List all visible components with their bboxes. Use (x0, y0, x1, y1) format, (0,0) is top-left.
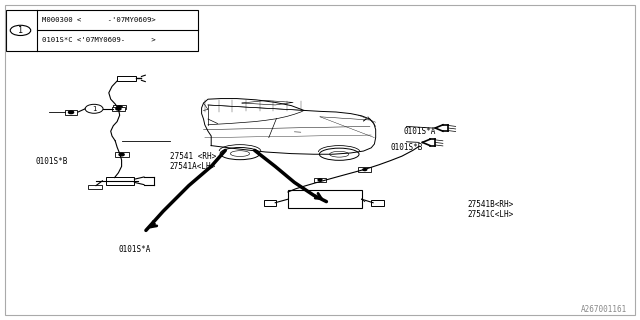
Bar (6, 10, 198, 51)
Circle shape (116, 108, 121, 110)
Text: 0101S*B: 0101S*B (390, 143, 423, 152)
Ellipse shape (230, 151, 250, 156)
Text: 27541A<LH>: 27541A<LH> (170, 162, 216, 171)
Text: 0101S*A: 0101S*A (118, 245, 151, 254)
Text: 0101S*B: 0101S*B (35, 157, 68, 166)
Bar (113, 105, 126, 109)
Ellipse shape (319, 148, 359, 160)
Circle shape (117, 106, 122, 108)
Circle shape (119, 153, 124, 156)
Ellipse shape (330, 151, 349, 157)
Text: 27541B<RH>: 27541B<RH> (467, 200, 513, 209)
Text: M000300 <      -'07MY0609>: M000300 < -'07MY0609> (42, 17, 156, 23)
Text: 1: 1 (92, 106, 97, 112)
Circle shape (68, 111, 74, 114)
Circle shape (10, 25, 31, 36)
Bar (358, 167, 371, 172)
Ellipse shape (220, 148, 260, 160)
Bar (314, 178, 326, 182)
Circle shape (85, 104, 103, 113)
Text: 27541 <RH>: 27541 <RH> (170, 152, 216, 161)
Text: 1: 1 (18, 26, 23, 35)
Bar (112, 107, 125, 111)
Bar (117, 76, 136, 81)
Text: A267001161: A267001161 (581, 305, 627, 314)
Circle shape (318, 179, 322, 181)
Text: 0101S*A: 0101S*A (403, 127, 436, 136)
Text: 27541C<LH>: 27541C<LH> (467, 210, 513, 219)
Bar (288, 190, 362, 208)
Text: 0101S*C <'07MY0609-      >: 0101S*C <'07MY0609- > (42, 37, 156, 44)
Bar (88, 185, 102, 189)
Bar (65, 110, 77, 115)
Circle shape (363, 169, 367, 171)
Bar (264, 200, 276, 206)
Bar (115, 152, 129, 157)
Bar (371, 200, 384, 206)
Bar (106, 177, 134, 185)
